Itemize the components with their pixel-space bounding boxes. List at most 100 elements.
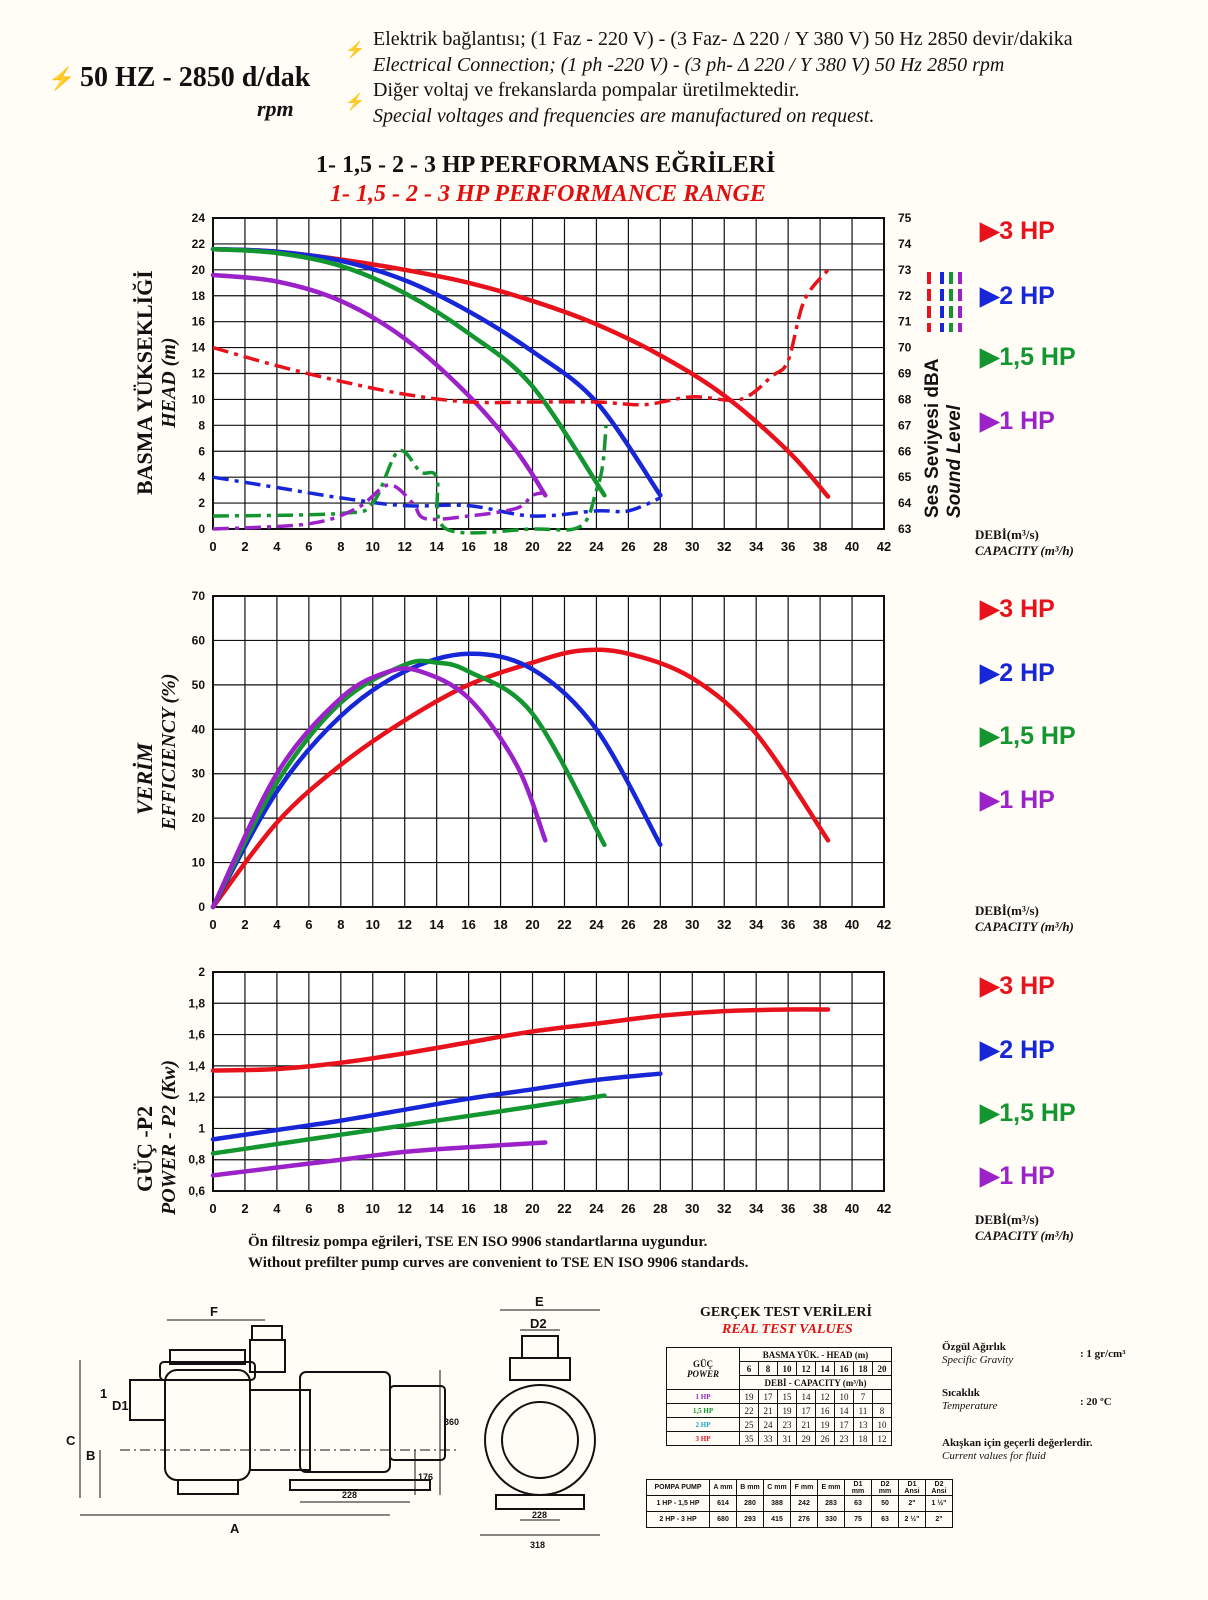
dim-cell: 63 [871, 1511, 899, 1528]
x-tick-label: 24 [589, 539, 604, 554]
y-tick-label: 40 [192, 722, 206, 736]
table-row: 2 HP - 3 HP 680 293 415 276 330 75 63 2 ½" 2" [646, 1511, 953, 1528]
dim-F: F [210, 1304, 218, 1319]
dim-cell: 1 ½" [925, 1495, 953, 1512]
series-line-1-hp-dba [212, 483, 546, 531]
y-tick-label: 60 [192, 633, 206, 647]
dim-header: POMPA PUMP [646, 1479, 710, 1496]
x-tick-label: 22 [557, 917, 571, 932]
capacity-value: 35 [739, 1431, 759, 1446]
x-tick-label: 0 [209, 539, 216, 554]
x-tick-label: 28 [653, 1201, 667, 1216]
x-tick-label: 42 [877, 1201, 891, 1216]
header-line-tr-2: Diğer voltaj ve frekanslarda pompalar ür… [373, 79, 800, 101]
x-tick-label: 8 [337, 1201, 344, 1216]
head-value: 20 [872, 1361, 892, 1376]
x-tick-label: 20 [525, 1201, 539, 1216]
y-tick-label: 20 [192, 811, 206, 825]
capacity-label: DEBİ(m³/s) CAPACITY (m³/h) [975, 1212, 1074, 1243]
series-line-1-5-hp [210, 1093, 607, 1156]
x-tick-label: 14 [429, 917, 444, 932]
dim-360: 360 [444, 1417, 459, 1427]
pump-technical-drawing: F E D2 D1 1 C B A 360 176 228 228 318 [66, 1294, 600, 1550]
dim-cell: 283 [817, 1495, 845, 1512]
x-tick-label: 8 [337, 539, 344, 554]
capacity-value: 26 [815, 1431, 835, 1446]
lightning-icon: ⚡ [345, 94, 365, 111]
capacity-label: DEBİ(m³/s) CAPACITY (m³/h) [975, 903, 1074, 934]
capacity-value [872, 1389, 892, 1404]
x-tick-label: 32 [717, 1201, 731, 1216]
x-tick-label: 24 [589, 917, 604, 932]
series-line-1-5-hp [210, 658, 607, 910]
y-tick-label: 1 [198, 1121, 205, 1135]
y-tick-label: 0 [198, 900, 205, 914]
legend-3hp: ▶3 HP [980, 595, 1055, 623]
head-header: BASMA YÜK. - HEAD (m) [739, 1347, 892, 1362]
x-tick-label: 42 [877, 917, 891, 932]
x-tick-label: 14 [429, 539, 444, 554]
x-tick-label: 2 [241, 539, 248, 554]
capacity-header: DEBİ - CAPACITY (m³/h) [739, 1375, 892, 1390]
y2-tick-label: 70 [898, 341, 912, 355]
head-value: 10 [777, 1361, 797, 1376]
capacity-value: 14 [796, 1389, 816, 1404]
head-value: 18 [853, 1361, 873, 1376]
y2-tick-label: 74 [898, 237, 912, 251]
x-tick-label: 32 [717, 539, 731, 554]
series-line-3-hp [210, 1007, 831, 1073]
dim-header: A mm [709, 1479, 737, 1496]
x-tick-label: 16 [461, 917, 475, 932]
y-tick-label: 24 [192, 211, 206, 225]
x-tick-label: 36 [781, 917, 795, 932]
dimensions-table: POMPA PUMP A mm B mm C mm F mm E mm D1 mm D2 mm… [646, 1479, 953, 1528]
dim-cell: 2 ½" [898, 1511, 926, 1528]
x-tick-label: 4 [273, 1201, 281, 1216]
series-line-2-hp [210, 1071, 663, 1142]
dim-cell: 276 [790, 1511, 818, 1528]
lightning-icon: ⚡ [345, 42, 365, 59]
y2-tick-label: 63 [898, 522, 912, 536]
y2-tick-label: 65 [898, 470, 912, 484]
x-tick-label: 36 [781, 1201, 795, 1216]
rpm-label: rpm [257, 96, 294, 121]
y2-tick-label: 71 [898, 315, 912, 329]
y-tick-label: 30 [192, 767, 206, 781]
fluid-note: Akışkan için geçerli değerlerdir. Current… [942, 1437, 1093, 1462]
dim-header: D2 mm [871, 1479, 899, 1496]
dim-228b: 228 [532, 1510, 547, 1520]
legend-15hp: ▶1,5 HP [980, 1099, 1076, 1127]
x-tick-label: 24 [589, 1201, 604, 1216]
y2-tick-label: 69 [898, 367, 912, 381]
power-label: 1 HP [666, 1389, 740, 1404]
x-tick-label: 22 [557, 1201, 571, 1216]
chart-title-en: 1- 1,5 - 2 - 3 HP PERFORMANCE RANGE [330, 181, 766, 207]
head-value: 16 [834, 1361, 854, 1376]
x-tick-label: 12 [397, 1201, 411, 1216]
head-value: 12 [796, 1361, 816, 1376]
capacity-value: 18 [853, 1431, 873, 1446]
y-tick-label: 0 [198, 522, 205, 536]
capacity-label: DEBİ(m³/s) CAPACITY (m³/h) [975, 527, 1074, 558]
x-tick-label: 30 [685, 539, 699, 554]
dim-cell: 680 [709, 1511, 737, 1528]
x-tick-label: 18 [493, 539, 507, 554]
dim-cell: 2" [925, 1511, 953, 1528]
series-line-1-5-hp-dba [212, 425, 608, 535]
x-tick-label: 6 [305, 917, 312, 932]
x-tick-label: 2 [241, 1201, 248, 1216]
header-line-en-2: Special voltages and frequencies are man… [373, 105, 875, 127]
series-line-2-hp [210, 651, 663, 910]
performance-charts: 0 2 4 6 8 10 12 14 16 18 20 22 24 26 28 30 32 34 36 38 40 420… [188, 211, 962, 1216]
head-chart: 0 2 4 6 8 10 12 14 16 18 20 22 24 26 28 30 32 34 36 38 40 420… [192, 211, 912, 554]
x-tick-label: 38 [813, 1201, 827, 1216]
y2-tick-label: 73 [898, 263, 912, 277]
series-line-3-hp-dba [212, 268, 830, 407]
dim-176: 176 [418, 1472, 433, 1482]
capacity-value: 8 [872, 1403, 892, 1418]
dim-cell: 2" [898, 1495, 926, 1512]
y-tick-label: 2 [198, 965, 205, 979]
temperature-label: Sıcaklık Temperature [942, 1387, 998, 1412]
dim-A: A [230, 1521, 240, 1536]
head-value: 8 [758, 1361, 778, 1376]
